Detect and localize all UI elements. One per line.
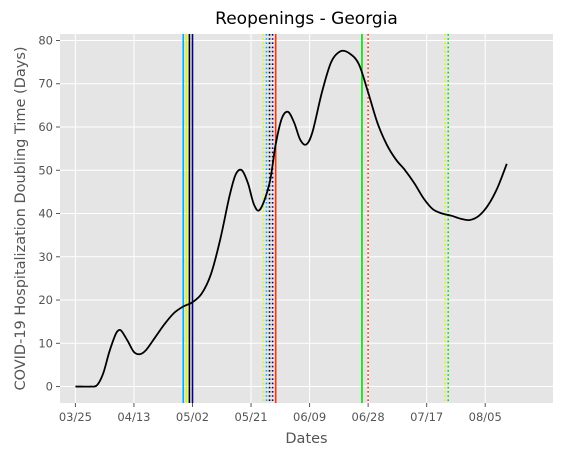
x-tick-label: 05/21 [234,410,267,424]
y-axis-ticks: 0 10 20 30 40 50 60 70 80 [38,33,60,394]
x-tick-label: 04/13 [117,410,150,424]
x-tick-label: 06/09 [293,410,326,424]
y-tick-label: 60 [38,120,53,134]
x-axis-label: Dates [285,431,327,447]
series-group [75,49,508,388]
y-tick-label: 50 [38,163,53,177]
x-axis-ticks: 03/25 04/13 05/02 05/21 06/09 06/28 07/17 08/05 [59,403,502,424]
series-line [75,49,508,388]
y-axis-label: COVID-19 Hospitalization Doubling Time (… [13,46,29,390]
x-tick-label: 07/17 [410,410,443,424]
y-tick-label: 70 [38,77,53,91]
x-tick-label: 05/02 [176,410,209,424]
x-tick-label: 08/05 [469,410,502,424]
y-tick-label: 20 [38,293,53,307]
plot-area [60,34,553,403]
y-tick-label: 10 [38,336,53,350]
y-tick-label: 40 [38,207,53,221]
y-tick-label: 30 [38,250,53,264]
y-tick-label: 0 [46,380,53,394]
x-tick-label: 06/28 [352,410,385,424]
x-tick-label: 03/25 [59,410,92,424]
chart-title: Reopenings - Georgia [215,9,398,29]
y-tick-label: 80 [38,33,53,47]
reopening-markers [182,34,450,403]
